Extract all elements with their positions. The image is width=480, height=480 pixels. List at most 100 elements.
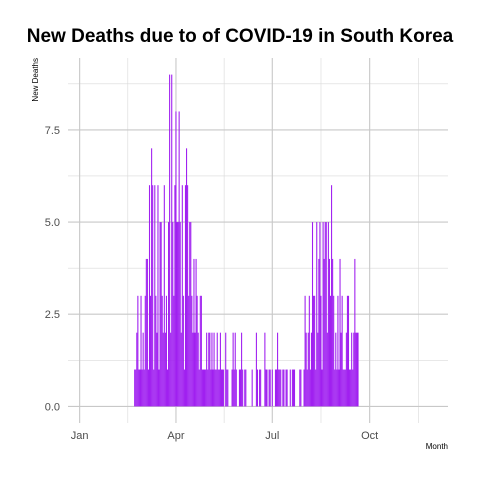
bar: [189, 222, 190, 406]
bar: [325, 222, 326, 406]
bar: [312, 222, 313, 406]
bar: [208, 333, 209, 407]
bar: [212, 370, 213, 407]
y-tick-label: 5.0: [45, 217, 60, 229]
bar: [236, 370, 237, 407]
bar: [316, 222, 317, 406]
bar: [320, 296, 321, 407]
bar: [216, 370, 217, 407]
bar: [354, 259, 355, 406]
bar: [211, 333, 212, 407]
bar: [196, 259, 197, 406]
bar: [198, 333, 199, 407]
bar: [353, 333, 354, 407]
bar: [204, 370, 205, 407]
bar: [225, 333, 226, 407]
bar: [206, 333, 207, 407]
bar: [324, 259, 325, 406]
bar: [290, 370, 291, 407]
bar: [327, 333, 328, 407]
bar: [192, 333, 193, 407]
bar: [145, 296, 146, 407]
bar: [276, 370, 277, 407]
bar: [334, 370, 335, 407]
bar: [202, 370, 203, 407]
y-tick-label: 2.5: [45, 309, 60, 321]
bar: [222, 370, 223, 407]
bar: [279, 370, 280, 407]
bar: [176, 222, 177, 406]
bar: [221, 370, 222, 407]
bar: [193, 259, 194, 406]
bar: [149, 185, 150, 406]
bar: [171, 75, 172, 407]
bar: [341, 333, 342, 407]
bar: [143, 333, 144, 407]
bar: [337, 296, 338, 407]
bar: [135, 370, 136, 407]
bar: [294, 370, 295, 407]
bar: [266, 370, 267, 407]
bar: [326, 222, 327, 406]
bar: [299, 370, 300, 407]
bar: [148, 370, 149, 407]
bar: [356, 333, 357, 407]
bar: [158, 370, 159, 407]
bar: [162, 296, 163, 407]
bar: [174, 185, 175, 406]
bar: [343, 370, 344, 407]
bar: [155, 296, 156, 407]
bar: [226, 370, 227, 407]
x-tick-label: Oct: [361, 430, 378, 442]
bar: [314, 296, 315, 407]
x-tick-label: Jan: [71, 430, 89, 442]
bar: [339, 259, 340, 406]
bar: [346, 333, 347, 407]
bar: [173, 296, 174, 407]
bar: [244, 370, 245, 407]
bar: [209, 333, 210, 407]
bar: [186, 148, 187, 406]
bar: [282, 370, 283, 407]
bar: [318, 259, 319, 406]
bar: [283, 370, 284, 407]
bar: [275, 370, 276, 407]
bar: [201, 296, 202, 407]
bar: [188, 296, 189, 407]
bar: [269, 370, 270, 407]
bar: [203, 370, 204, 407]
bar: [277, 333, 278, 407]
bar: [333, 296, 334, 407]
bar: [307, 370, 308, 407]
bar: [272, 370, 273, 407]
bar: [336, 370, 337, 407]
bar: [304, 370, 305, 407]
bar: [170, 333, 171, 407]
bar: [163, 333, 164, 407]
bar: [357, 333, 358, 407]
bar: [182, 185, 183, 406]
bar: [256, 333, 257, 407]
bar: [315, 370, 316, 407]
bar: [235, 333, 236, 407]
bar: [152, 185, 153, 406]
bar: [184, 370, 185, 407]
bar: [257, 370, 258, 407]
bar: [153, 370, 154, 407]
bar: [167, 370, 168, 407]
bar: [168, 222, 169, 406]
bar: [220, 333, 221, 407]
bar: [154, 185, 155, 406]
bar: [210, 370, 211, 407]
bar: [181, 333, 182, 407]
bar: [260, 370, 261, 407]
bar: [311, 333, 312, 407]
bar: [245, 370, 246, 407]
bar: [342, 296, 343, 407]
bar: [179, 111, 180, 406]
bar: [164, 185, 165, 406]
bar: [136, 333, 137, 407]
bar: [300, 370, 301, 407]
bar: [321, 370, 322, 407]
